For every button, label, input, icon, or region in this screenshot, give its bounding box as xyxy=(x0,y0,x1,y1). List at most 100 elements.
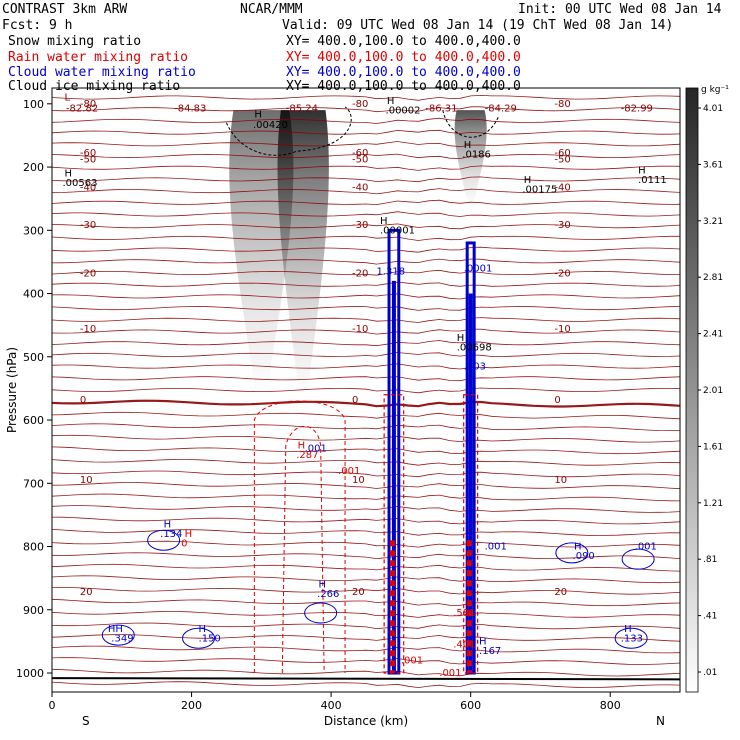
temperature-contour-line xyxy=(52,94,680,101)
temperature-contour-line xyxy=(52,281,680,287)
temperature-contour-line xyxy=(52,352,680,357)
contour-annotation: H xyxy=(479,637,487,648)
temperature-contour-label: -80 xyxy=(554,99,570,110)
ground-line xyxy=(52,677,680,681)
x-tick-label: 0 xyxy=(49,699,56,712)
temperature-contour-line xyxy=(52,529,680,536)
contour-annotation: .0001 xyxy=(464,263,493,274)
temperature-contour-label: 10 xyxy=(554,475,567,486)
temperature-contour-line xyxy=(52,176,680,183)
contour-annotation: L xyxy=(65,93,71,104)
colorbar-label: 4.01 xyxy=(703,104,723,114)
temperature-contour-label: 20 xyxy=(352,587,365,598)
contour-annotation: 0 xyxy=(181,539,187,550)
forecast-hour: Fcst: 9 h xyxy=(2,18,73,33)
colorbar-label: 2.41 xyxy=(703,330,723,340)
temperature-contour-label: 20 xyxy=(80,587,93,598)
contour-annotation: -84.83 xyxy=(174,103,206,114)
temperature-contour-label: 0 xyxy=(352,395,358,406)
contour-annotation: .0186 xyxy=(462,150,491,161)
temperature-contour-line xyxy=(52,153,680,159)
temperature-contour-line xyxy=(52,668,680,677)
temperature-contour-label: -50 xyxy=(352,154,368,165)
temperature-contour-label: 20 xyxy=(554,587,567,598)
y-tick-label: 100 xyxy=(23,98,44,111)
temperature-contour-label: 0 xyxy=(80,395,86,406)
contour-annotation: H xyxy=(319,580,327,591)
temperature-contour-line xyxy=(52,269,680,276)
contour-annotation: .349 xyxy=(111,633,133,644)
colorbar-scale xyxy=(685,87,699,693)
y-tick-label: 700 xyxy=(23,477,44,490)
temperature-contour-line xyxy=(52,188,680,195)
contour-annotation: .001 xyxy=(439,668,461,679)
plot-title: CONTRAST 3km ARW xyxy=(2,2,128,17)
colorbar-label: 3.61 xyxy=(703,160,723,170)
contour-annotation: 1.318 xyxy=(376,267,405,278)
contour-annotation: .001 xyxy=(338,466,360,477)
temperature-contour-label: -40 xyxy=(352,182,368,193)
temperature-contour-label: 10 xyxy=(352,475,365,486)
temperature-contour-line xyxy=(52,575,680,584)
temperature-contour-line xyxy=(52,317,680,323)
x-tick-label: 200 xyxy=(181,699,202,712)
temperature-contour-line xyxy=(52,493,680,502)
temperature-contour-label: -10 xyxy=(80,324,96,335)
temperature-contour-line xyxy=(52,598,680,607)
y-tick-label: 200 xyxy=(23,161,44,174)
temperature-contour-label: -20 xyxy=(352,268,368,279)
temperature-contour-line xyxy=(52,657,680,665)
colorbar-label: .41 xyxy=(703,612,717,622)
x-tick-label: 600 xyxy=(460,699,481,712)
contour-annotation: H xyxy=(185,529,193,540)
cloud-water-blob xyxy=(304,602,338,624)
temperature-contours xyxy=(52,94,680,689)
temperature-contour-line xyxy=(52,587,680,595)
temperature-contour-label: -10 xyxy=(352,324,368,335)
contour-annotation: H xyxy=(387,96,395,107)
y-tick-label: 500 xyxy=(23,351,44,364)
temperature-contour-label: -20 xyxy=(554,268,570,279)
contour-annotation: H xyxy=(624,624,632,635)
temperature-contour-label: -80 xyxy=(80,99,96,110)
y-tick-label: 400 xyxy=(23,288,44,301)
contour-annotation: .00563 xyxy=(62,178,97,189)
contour-annotation: H xyxy=(638,165,646,176)
temperature-contour-line xyxy=(52,199,680,206)
contour-annotation: .001 xyxy=(635,542,657,553)
colorbar-label: 2.81 xyxy=(703,273,723,283)
contour-annotation: .401 xyxy=(453,640,475,651)
field-label-rain: Rain water mixing ratio xyxy=(8,50,189,65)
colorbar-label: 2.01 xyxy=(703,386,723,396)
cloud-water-blob xyxy=(182,627,216,649)
contour-annotation: H xyxy=(65,169,73,180)
field-xy-rain: XY= 400.0,100.0 to 400.0,400.0 xyxy=(286,50,521,65)
temperature-contour-line xyxy=(52,117,680,124)
field-label-cloud-ice: Cloud ice mixing ratio xyxy=(8,79,181,94)
contour-annotation: .287 xyxy=(296,450,318,461)
temperature-contour-line xyxy=(52,399,680,408)
temperature-contour-line xyxy=(52,611,680,618)
temperature-contour-label: -50 xyxy=(80,154,96,165)
cloud-water-blob xyxy=(614,627,648,649)
field-xy-snow: XY= 400.0,100.0 to 400.0,400.0 xyxy=(286,34,521,49)
temperature-contour-line xyxy=(52,129,680,135)
contour-annotation: -82.82 xyxy=(66,103,98,114)
contour-annotation: .00698 xyxy=(457,342,492,353)
contour-annotation: H xyxy=(164,520,172,531)
contour-annotation: H xyxy=(464,140,472,151)
temperature-contour-line xyxy=(52,563,680,572)
colorbar-label: .01 xyxy=(703,668,717,678)
temperature-contour-line xyxy=(52,340,680,347)
temperature-contour-label: -30 xyxy=(80,220,96,231)
temperature-contour-label: -20 xyxy=(80,268,96,279)
x-tick-label: 400 xyxy=(321,699,342,712)
contour-annotation: H xyxy=(457,333,465,344)
contour-annotation: .0111 xyxy=(638,175,667,186)
snow-plume-1 xyxy=(277,110,329,395)
y-tick-label: 900 xyxy=(23,604,44,617)
temperature-contour-line xyxy=(52,293,680,300)
temperature-contour-line xyxy=(52,516,680,525)
temperature-contour-line xyxy=(52,423,680,432)
